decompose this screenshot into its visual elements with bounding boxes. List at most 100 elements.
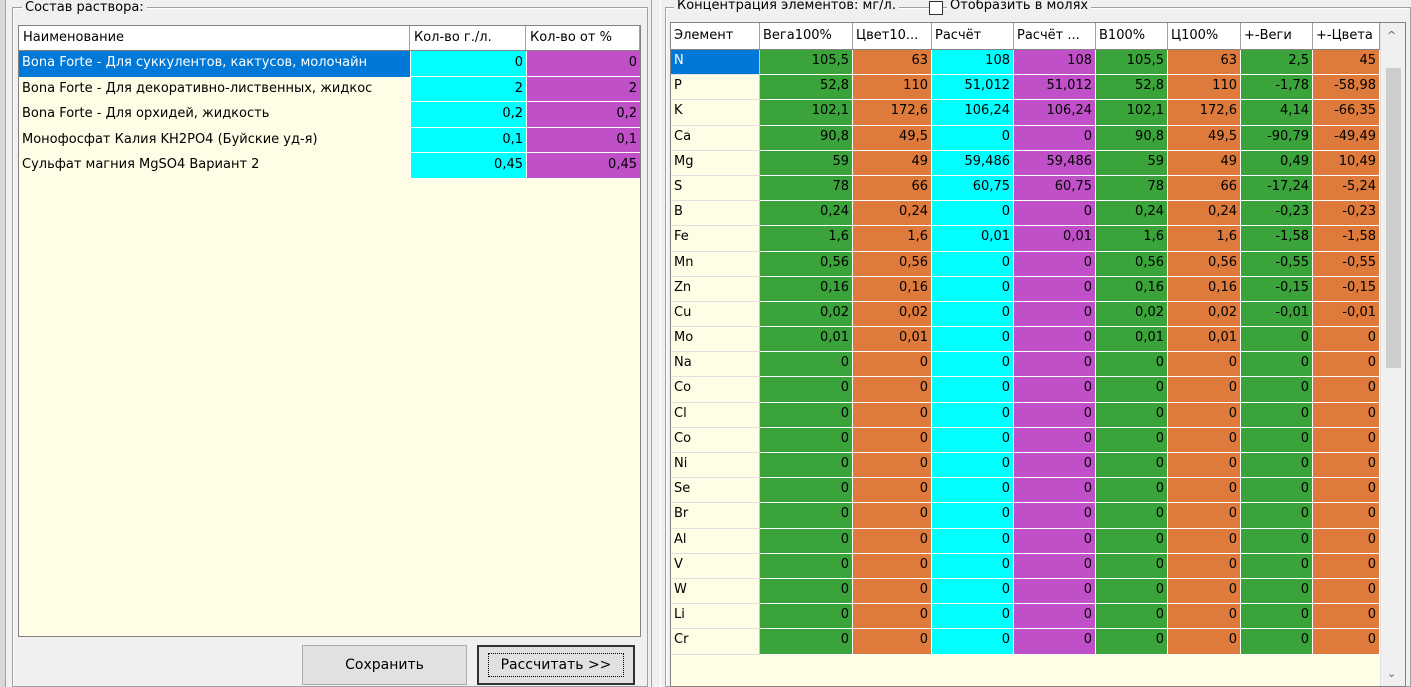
show-in-moles-label[interactable]: Отобразить в молях <box>947 0 1092 13</box>
concentration-value-cell[interactable]: 49 <box>853 150 932 176</box>
concentration-value-cell[interactable]: 0 <box>853 352 932 378</box>
concentration-value-cell[interactable]: 59,486 <box>932 150 1014 176</box>
concentration-row[interactable]: K 102,1 172,6 106,24 106,24 102,1 172,6 4,14 -66… <box>671 100 1405 126</box>
concentration-row[interactable]: Co 0 0 0 0 0 0 0 0 <box>671 427 1405 453</box>
concentration-column-header[interactable]: Расчёт ... <box>1014 23 1096 49</box>
concentration-row[interactable]: Li 0 0 0 0 0 0 0 0 <box>671 604 1405 630</box>
concentration-value-cell[interactable]: -0,01 <box>1241 301 1313 328</box>
concentration-value-cell[interactable]: -1,78 <box>1241 75 1313 101</box>
concentration-row[interactable]: Ca 90,8 49,5 0 0 90,8 49,5 -90,79 -49,49 <box>671 125 1405 151</box>
concentration-value-cell[interactable]: 0 <box>1168 377 1241 403</box>
concentration-value-cell[interactable]: 66 <box>853 175 932 202</box>
concentration-value-cell[interactable]: 0 <box>1168 528 1241 554</box>
concentration-value-cell[interactable]: 0 <box>1168 578 1241 605</box>
concentration-value-cell[interactable]: 0 <box>1096 553 1168 579</box>
concentration-row[interactable]: P 52,8 110 51,012 51,012 52,8 110 -1,78 -58,98 <box>671 75 1405 101</box>
concentration-value-cell[interactable]: 0 <box>1014 327 1096 353</box>
concentration-value-cell[interactable]: 0 <box>932 377 1014 403</box>
concentration-value-cell[interactable]: 63 <box>1168 50 1241 76</box>
concentration-value-cell[interactable]: 0 <box>932 427 1014 453</box>
concentration-value-cell[interactable]: 106,24 <box>1014 100 1096 126</box>
concentration-value-cell[interactable]: -0,23 <box>1313 201 1380 227</box>
concentration-value-cell[interactable]: 0,56 <box>760 251 853 277</box>
concentration-value-cell[interactable]: 0 <box>853 629 932 655</box>
concentration-value-cell[interactable]: 0 <box>932 629 1014 655</box>
concentration-value-cell[interactable]: 0,02 <box>853 301 932 328</box>
concentration-value-cell[interactable]: 102,1 <box>760 100 853 126</box>
concentration-value-cell[interactable]: 0 <box>1014 301 1096 328</box>
concentration-row[interactable]: Co 0 0 0 0 0 0 0 0 <box>671 377 1405 403</box>
concentration-column-header[interactable]: +-Цвета <box>1313 23 1380 49</box>
concentration-value-cell[interactable]: 0,01 <box>1168 327 1241 353</box>
concentration-value-cell[interactable]: 0,01 <box>1096 327 1168 353</box>
composition-name-cell[interactable]: Bona Forte - Для декоративно-лиственных,… <box>22 80 373 96</box>
concentration-value-cell[interactable]: 0 <box>1241 478 1313 504</box>
concentration-value-cell[interactable]: 0 <box>1313 478 1380 504</box>
concentration-value-cell[interactable]: -58,98 <box>1313 75 1380 101</box>
concentration-value-cell[interactable]: -0,01 <box>1313 301 1380 328</box>
concentration-value-cell[interactable]: 0 <box>932 478 1014 504</box>
concentration-column-header[interactable]: +-Веги <box>1241 23 1313 49</box>
element-name-cell[interactable]: N <box>671 50 760 76</box>
concentration-value-cell[interactable]: 0 <box>760 427 853 453</box>
concentration-value-cell[interactable]: 1,6 <box>853 226 932 252</box>
composition-qty-cell[interactable]: 2 <box>410 76 526 102</box>
concentration-row[interactable]: Fe 1,6 1,6 0,01 0,01 1,6 1,6 -1,58 -1,58 <box>671 226 1405 252</box>
concentration-value-cell[interactable]: 0 <box>1313 629 1380 655</box>
concentration-value-cell[interactable]: 0 <box>1014 352 1096 378</box>
show-in-moles-checkbox[interactable] <box>929 1 943 15</box>
concentration-column-header[interactable]: Вега100% <box>760 23 853 49</box>
concentration-value-cell[interactable]: 0 <box>853 453 932 479</box>
concentration-value-cell[interactable]: -0,55 <box>1313 251 1380 277</box>
concentration-value-cell[interactable]: 90,8 <box>760 125 853 151</box>
concentration-value-cell[interactable]: 0 <box>1014 453 1096 479</box>
element-name-cell[interactable]: Zn <box>671 276 760 302</box>
concentration-value-cell[interactable]: 0 <box>1168 503 1241 529</box>
concentration-value-cell[interactable]: -66,35 <box>1313 100 1380 126</box>
concentration-value-cell[interactable]: 0 <box>932 402 1014 428</box>
concentration-value-cell[interactable]: 0 <box>853 402 932 428</box>
concentration-column-header[interactable]: Цвет10... <box>853 23 932 49</box>
concentration-value-cell[interactable]: 0 <box>1014 427 1096 453</box>
concentration-value-cell[interactable]: 0 <box>1241 377 1313 403</box>
concentration-value-cell[interactable]: 52,8 <box>1096 75 1168 101</box>
concentration-value-cell[interactable]: 110 <box>853 75 932 101</box>
concentration-value-cell[interactable]: 0,24 <box>853 201 932 227</box>
element-name-cell[interactable]: S <box>671 175 760 202</box>
composition-qty-cell[interactable]: 0 <box>410 51 526 77</box>
concentration-value-cell[interactable]: 0 <box>1168 453 1241 479</box>
concentration-value-cell[interactable]: 0 <box>1096 377 1168 403</box>
concentration-value-cell[interactable]: 49 <box>1168 150 1241 176</box>
concentration-value-cell[interactable]: 0 <box>760 604 853 630</box>
concentration-value-cell[interactable]: 0 <box>1096 629 1168 655</box>
concentration-value-cell[interactable]: 0 <box>1168 402 1241 428</box>
concentration-value-cell[interactable]: 0 <box>1241 553 1313 579</box>
concentration-row[interactable]: Cl 0 0 0 0 0 0 0 0 <box>671 402 1405 428</box>
column-header-pct[interactable]: Кол-во от % <box>526 26 640 50</box>
scroll-up-arrow-icon[interactable]: ^ <box>1387 29 1397 42</box>
composition-name-cell[interactable]: Сульфат магния MgSO4 Вариант 2 <box>22 157 260 172</box>
concentration-value-cell[interactable]: 0 <box>932 327 1014 353</box>
concentration-value-cell[interactable]: 108 <box>932 50 1014 76</box>
concentration-value-cell[interactable]: 0 <box>1014 503 1096 529</box>
element-name-cell[interactable]: Cr <box>671 629 760 655</box>
concentration-value-cell[interactable]: -1,58 <box>1241 226 1313 252</box>
concentration-value-cell[interactable]: 0 <box>1313 377 1380 403</box>
composition-qty-cell[interactable]: 0,45 <box>410 153 526 179</box>
composition-pct-cell[interactable]: 0,45 <box>526 153 640 179</box>
concentration-value-cell[interactable]: 0 <box>1313 402 1380 428</box>
concentration-value-cell[interactable]: 0 <box>1014 125 1096 151</box>
vertical-scrollbar[interactable]: ^ ⌄ <box>1380 23 1405 686</box>
concentration-value-cell[interactable]: 0 <box>1014 629 1096 655</box>
concentration-value-cell[interactable]: -0,15 <box>1241 276 1313 302</box>
concentration-value-cell[interactable]: 0 <box>1313 578 1380 605</box>
concentration-value-cell[interactable]: 0 <box>853 478 932 504</box>
element-name-cell[interactable]: W <box>671 578 760 605</box>
concentration-value-cell[interactable]: 0 <box>853 604 932 630</box>
concentration-value-cell[interactable]: 49,5 <box>853 125 932 151</box>
concentration-value-cell[interactable]: 1,6 <box>760 226 853 252</box>
concentration-value-cell[interactable]: 78 <box>1096 175 1168 202</box>
concentration-value-cell[interactable]: 10,49 <box>1313 150 1380 176</box>
concentration-value-cell[interactable]: 60,75 <box>1014 175 1096 202</box>
